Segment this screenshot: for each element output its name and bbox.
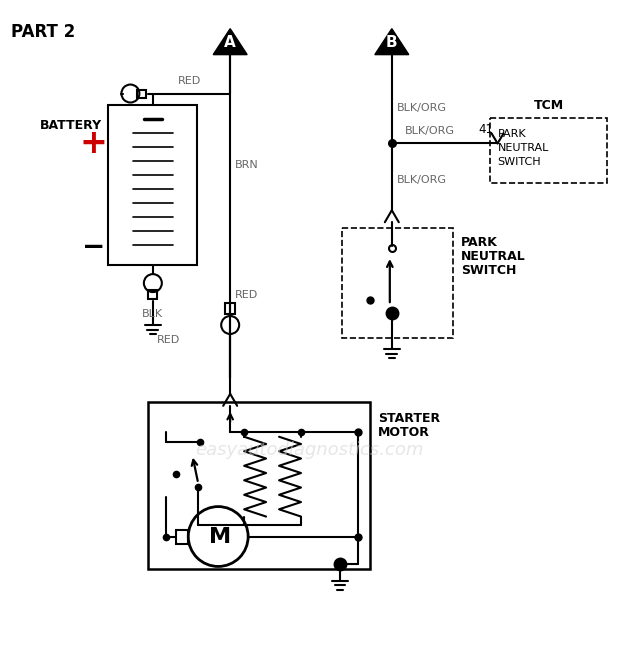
Polygon shape — [213, 29, 247, 55]
Bar — [148, 290, 158, 299]
Text: BLK/ORG: BLK/ORG — [405, 126, 455, 136]
Text: BATTERY: BATTERY — [40, 119, 103, 132]
Text: 41: 41 — [478, 124, 494, 136]
Text: PARK: PARK — [497, 129, 526, 140]
Text: PART 2: PART 2 — [11, 23, 75, 41]
Text: BRN: BRN — [235, 161, 259, 170]
Text: RED: RED — [157, 335, 180, 345]
Text: MOTOR: MOTOR — [378, 426, 430, 439]
Bar — [108, 105, 197, 265]
Text: STARTER: STARTER — [378, 412, 440, 425]
Text: BLK/ORG: BLK/ORG — [397, 103, 447, 114]
Text: A: A — [224, 36, 236, 51]
Text: NEUTRAL: NEUTRAL — [460, 250, 525, 263]
Text: SWITCH: SWITCH — [460, 264, 516, 277]
Text: SWITCH: SWITCH — [497, 157, 541, 167]
Bar — [176, 530, 188, 543]
Text: B: B — [386, 36, 397, 51]
Text: BLK/ORG: BLK/ORG — [397, 176, 447, 185]
Bar — [137, 90, 146, 97]
Bar — [148, 402, 370, 569]
Text: +: + — [80, 127, 108, 160]
Bar — [225, 303, 235, 314]
Text: NEUTRAL: NEUTRAL — [497, 144, 549, 153]
Text: −: − — [82, 233, 105, 261]
Text: BLK: BLK — [142, 309, 163, 319]
Text: PARK: PARK — [460, 236, 497, 249]
Text: RED: RED — [177, 75, 201, 86]
Text: easyautodiagnostics.com: easyautodiagnostics.com — [195, 441, 423, 459]
Text: M: M — [209, 526, 231, 547]
Text: RED: RED — [235, 290, 258, 300]
Polygon shape — [375, 29, 408, 55]
Text: TCM: TCM — [533, 99, 564, 112]
